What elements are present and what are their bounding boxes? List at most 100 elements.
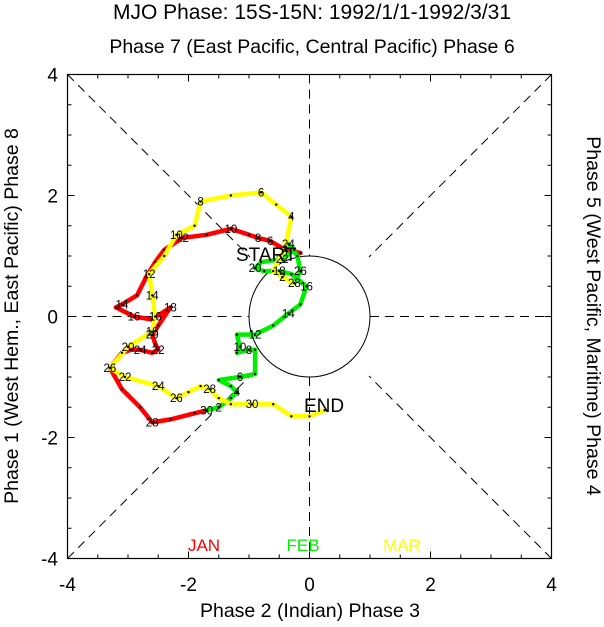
diagonal-upper-left <box>67 74 251 258</box>
day-point <box>157 384 160 388</box>
day-point <box>272 324 275 327</box>
day-point <box>308 415 311 418</box>
day-point <box>217 378 220 382</box>
day-point <box>287 312 290 315</box>
day-point <box>120 303 124 306</box>
day-point <box>163 254 166 258</box>
day-point <box>229 194 233 197</box>
day-label: 26 <box>170 393 183 405</box>
day-point <box>229 403 233 406</box>
day-point <box>144 275 148 279</box>
day-point <box>120 387 124 391</box>
day-point <box>235 333 239 336</box>
day-point <box>138 348 142 351</box>
day-label: 22 <box>276 254 289 266</box>
day-label: 6 <box>258 187 264 199</box>
day-label: 8 <box>197 197 203 209</box>
day-point <box>259 260 263 264</box>
day-label: 26 <box>294 266 307 278</box>
day-label: 4 <box>288 212 295 224</box>
day-point <box>323 409 326 412</box>
top-phase-label: Phase 7 (East Pacific, Central Pacific) … <box>109 36 514 58</box>
legend-feb: FEB <box>286 536 319 555</box>
day-point <box>193 224 196 227</box>
day-point <box>169 306 172 309</box>
day-label: 16 <box>300 281 313 293</box>
day-labels: 4681012141618202224262830246810121416182… <box>103 187 326 429</box>
day-point <box>290 272 293 276</box>
day-point <box>151 294 154 297</box>
day-point <box>247 233 251 237</box>
month-legend: JAN FEB MAR <box>188 536 421 555</box>
day-point <box>238 345 242 348</box>
day-label: 24 <box>134 345 147 357</box>
day-label: 12 <box>249 330 262 342</box>
day-point <box>275 203 278 206</box>
day-point <box>154 315 157 318</box>
day-label: 8 <box>246 345 252 357</box>
day-label: 4 <box>234 387 241 399</box>
y-tick-label: -4 <box>41 550 58 571</box>
day-point <box>272 403 275 406</box>
series-line-jan <box>107 226 303 425</box>
day-label: 18 <box>164 302 177 314</box>
day-label: 28 <box>203 384 216 396</box>
day-point <box>157 324 160 327</box>
day-label: 14 <box>282 308 295 320</box>
day-point <box>299 269 302 273</box>
day-label: 10 <box>234 342 247 354</box>
day-label: 2 <box>279 272 285 284</box>
day-point <box>281 257 284 261</box>
day-point <box>290 215 293 218</box>
day-label: 16 <box>149 312 162 324</box>
day-point <box>253 372 257 376</box>
day-point <box>129 348 133 351</box>
day-point <box>229 384 233 388</box>
x-tick-labels: -4 -2 0 2 4 <box>59 575 557 596</box>
day-label: 4 <box>282 245 289 257</box>
y-tick-label: -2 <box>41 429 58 450</box>
day-point <box>169 418 172 421</box>
day-label: 22 <box>119 372 132 384</box>
diagonal-lower-right <box>368 375 552 559</box>
day-point <box>108 366 112 370</box>
day-point <box>253 266 257 270</box>
day-point <box>199 200 202 203</box>
day-point <box>123 375 127 379</box>
chart-title: MJO Phase: 15S-15N: 1992/1/1-1992/3/31 <box>113 1 511 24</box>
day-point <box>151 351 154 354</box>
day-label: 22 <box>152 345 165 357</box>
day-point <box>253 333 257 336</box>
day-point <box>157 348 160 351</box>
legend-mar: MAR <box>383 536 421 555</box>
day-point <box>235 351 239 354</box>
series-lines <box>107 190 327 425</box>
day-point <box>135 294 139 297</box>
y-tick-labels: 4 2 0 -2 -4 <box>41 66 58 571</box>
y-tick-label: 0 <box>47 308 58 329</box>
day-point <box>114 306 118 309</box>
axis-ticks <box>67 74 552 559</box>
end-label: END <box>304 396 344 417</box>
right-phase-label: Phase 5 (West Pacific, Maritime) Phase 4 <box>582 136 604 496</box>
day-label: 18 <box>273 266 286 278</box>
day-point <box>268 239 272 243</box>
day-point <box>259 191 263 194</box>
day-point <box>154 342 157 345</box>
x-tick-label: 0 <box>304 575 315 596</box>
day-label: 20 <box>249 263 262 275</box>
day-point <box>299 251 302 255</box>
y-tick-label: 2 <box>47 187 58 208</box>
day-point <box>151 421 154 424</box>
day-label: 6 <box>267 236 273 248</box>
day-point <box>229 227 233 230</box>
day-point <box>181 236 184 240</box>
day-point <box>262 269 266 273</box>
day-point <box>229 396 233 400</box>
x-tick-label: -2 <box>180 575 197 596</box>
day-point <box>217 396 220 400</box>
day-label: 10 <box>170 230 183 242</box>
day-point <box>293 282 296 285</box>
x-tick-label: -4 <box>59 575 76 596</box>
day-point <box>284 248 287 252</box>
